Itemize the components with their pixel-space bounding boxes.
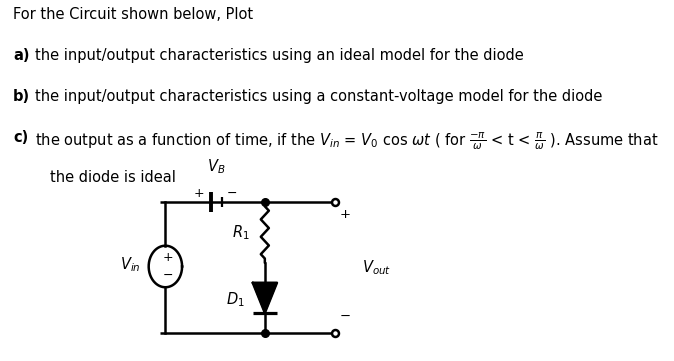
Text: a): a) [13,48,30,63]
Text: c): c) [13,130,28,145]
Polygon shape [253,283,277,313]
Text: −: − [163,269,173,282]
Text: the diode is ideal: the diode is ideal [50,170,176,185]
Text: −: − [226,187,237,200]
Text: the input/output characteristics using a constant-voltage model for the diode: the input/output characteristics using a… [35,89,602,104]
Text: $V_{out}$: $V_{out}$ [362,258,391,277]
Text: $V_B$: $V_B$ [207,157,226,176]
Text: $R_1$: $R_1$ [232,223,250,242]
Text: the input/output characteristics using an ideal model for the diode: the input/output characteristics using a… [35,48,524,63]
Text: For the Circuit shown below, Plot: For the Circuit shown below, Plot [13,7,253,22]
Text: b): b) [13,89,30,104]
Text: +: + [340,208,351,221]
Text: the output as a function of time, if the $V_{in}$ = $V_0$ cos $\omega t$ ( for $: the output as a function of time, if the… [35,130,658,152]
Text: −: − [340,310,351,323]
Text: +: + [162,251,173,264]
Text: $D_1$: $D_1$ [226,290,245,309]
Text: $V_{in}$: $V_{in}$ [120,255,141,274]
Text: +: + [194,187,205,200]
